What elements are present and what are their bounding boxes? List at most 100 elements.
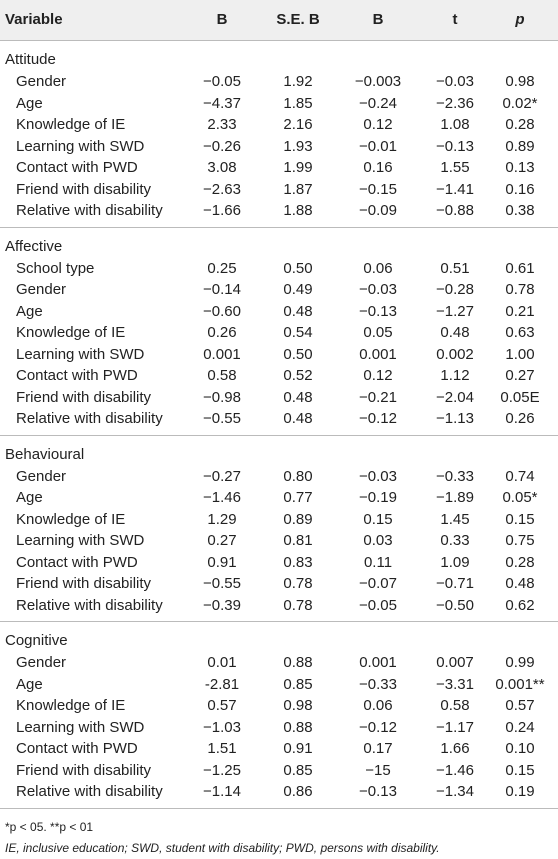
value-cell: 0.51 xyxy=(440,259,470,277)
value-cell: 0.05 xyxy=(363,324,393,341)
table-row: Relative with disability −0.39 0.78 −0.05 −0… xyxy=(0,595,558,617)
value-cell: 1.08 xyxy=(440,116,470,133)
variable-cell: Contact with PWD xyxy=(16,740,138,757)
table-row: School type 0.25 0.50 0.06 0.51 0.61 xyxy=(0,258,558,280)
value-cell: −1.14 xyxy=(203,783,241,800)
value-cell: 0.62 xyxy=(505,596,535,614)
footnote: IE, inclusive education; SWD, student wi… xyxy=(5,840,440,855)
value-cell: −0.33 xyxy=(359,675,397,693)
value-cell: −0.12 xyxy=(359,410,397,427)
value-cell: 0.15 xyxy=(363,510,393,528)
value-cell: −2.63 xyxy=(203,180,241,198)
value-cell: 0.89 xyxy=(505,137,535,155)
value-cell: 0.99 xyxy=(505,654,535,671)
value-cell: 0.03 xyxy=(363,532,393,549)
value-cell: 0.28 xyxy=(505,553,535,571)
value-cell: −0.03 xyxy=(359,281,397,298)
table-row: Contact with PWD 0.91 0.83 0.11 1.09 0.28 xyxy=(0,552,558,574)
variable-cell: Age xyxy=(16,675,43,693)
value-cell: 0.02* xyxy=(502,94,538,112)
variable-cell: Relative with disability xyxy=(16,410,163,427)
value-cell: −0.33 xyxy=(436,467,474,485)
value-cell: −0.39 xyxy=(203,596,241,614)
table-row: Age −4.37 1.85 −0.24 −2.36 0.02* xyxy=(0,93,558,115)
value-cell: −0.98 xyxy=(203,388,241,406)
table-row: Gender −0.27 0.80 −0.03 −0.33 0.74 xyxy=(0,466,558,488)
value-cell: −3.31 xyxy=(436,675,474,693)
value-cell: −0.88 xyxy=(436,202,474,219)
table-row: Knowledge of IE 2.33 2.16 0.12 1.08 0.28 xyxy=(0,114,558,136)
value-cell: 0.78 xyxy=(283,596,313,614)
value-cell: 0.001 xyxy=(359,345,397,363)
variable-cell: Age xyxy=(16,302,43,320)
value-cell: 0.01 xyxy=(207,654,237,671)
value-cell: 0.48 xyxy=(440,324,470,341)
table-row: Age −0.60 0.48 −0.13 −1.27 0.21 xyxy=(0,301,558,323)
value-cell: 0.28 xyxy=(505,116,535,133)
value-cell: 1.00 xyxy=(505,345,535,363)
value-cell: 0.15 xyxy=(505,761,535,779)
value-cell: 0.007 xyxy=(436,654,474,671)
value-cell: 0.83 xyxy=(283,553,313,571)
value-cell: 0.16 xyxy=(505,180,535,198)
value-cell: −1.13 xyxy=(436,410,474,427)
value-cell: 0.33 xyxy=(440,532,470,549)
value-cell: 0.48 xyxy=(505,575,535,592)
variable-cell: Learning with SWD xyxy=(16,345,145,363)
table-row: Gender 0.01 0.88 0.001 0.007 0.99 xyxy=(0,652,558,674)
value-cell: 0.48 xyxy=(283,388,313,406)
value-cell: −0.71 xyxy=(436,575,474,592)
variable-cell: Age xyxy=(16,94,43,112)
value-cell: 1.12 xyxy=(440,367,470,384)
value-cell: -2.81 xyxy=(204,675,240,693)
variable-cell: Gender xyxy=(16,654,67,671)
value-cell: −0.50 xyxy=(436,596,474,614)
value-cell: 0.52 xyxy=(283,367,313,384)
header-cell: S.E. B xyxy=(276,11,320,28)
value-cell: 0.58 xyxy=(207,367,237,384)
value-cell: −0.55 xyxy=(203,410,241,427)
variable-cell: Age xyxy=(16,489,43,506)
value-cell: 0.48 xyxy=(283,302,313,320)
value-cell: 1.93 xyxy=(283,137,313,155)
value-cell: −0.05 xyxy=(203,73,241,90)
section-title: Cognitive xyxy=(5,632,68,649)
value-cell: −15 xyxy=(365,761,391,779)
value-cell: 0.001 xyxy=(359,654,397,671)
value-cell: −0.28 xyxy=(436,281,474,298)
value-cell: 1.88 xyxy=(283,202,313,219)
value-cell: −0.003 xyxy=(354,73,402,90)
value-cell: 0.89 xyxy=(283,510,313,528)
value-cell: 0.50 xyxy=(283,259,313,277)
table-row: Friend with disability −2.63 1.87 −0.15 −1.4… xyxy=(0,179,558,201)
value-cell: −0.19 xyxy=(359,489,397,506)
header-cell: Β xyxy=(372,11,384,28)
value-cell: 1.66 xyxy=(440,740,470,757)
table-row: Age -2.81 0.85 −0.33 −3.31 0.001** xyxy=(0,674,558,696)
table-row: Learning with SWD 0.27 0.81 0.03 0.33 0.75 xyxy=(0,530,558,552)
value-cell: 0.12 xyxy=(363,367,393,384)
value-cell: 0.80 xyxy=(283,467,313,485)
variable-cell: Contact with PWD xyxy=(16,367,138,384)
variable-cell: Learning with SWD xyxy=(16,532,145,549)
value-cell: 1.87 xyxy=(283,180,313,198)
value-cell: 1.51 xyxy=(207,740,237,757)
value-cell: −0.55 xyxy=(203,575,241,592)
value-cell: −0.27 xyxy=(203,467,241,485)
value-cell: 0.49 xyxy=(283,281,313,298)
value-cell: 0.05E xyxy=(500,388,540,406)
value-cell: 0.17 xyxy=(363,740,393,757)
value-cell: −1.41 xyxy=(436,180,474,198)
value-cell: 0.58 xyxy=(440,697,470,714)
table-row: Contact with PWD 3.08 1.99 0.16 1.55 0.13 xyxy=(0,157,558,179)
value-cell: 0.98 xyxy=(505,73,535,90)
value-cell: −0.05 xyxy=(359,596,397,614)
value-cell: 0.50 xyxy=(283,345,313,363)
value-cell: 0.85 xyxy=(283,675,313,693)
value-cell: −2.04 xyxy=(436,388,474,406)
value-cell: 0.26 xyxy=(505,410,535,427)
value-cell: 0.001 xyxy=(203,345,241,363)
footnote: *p < 05. **p < 01 xyxy=(5,819,94,834)
value-cell: 0.05* xyxy=(502,489,538,506)
